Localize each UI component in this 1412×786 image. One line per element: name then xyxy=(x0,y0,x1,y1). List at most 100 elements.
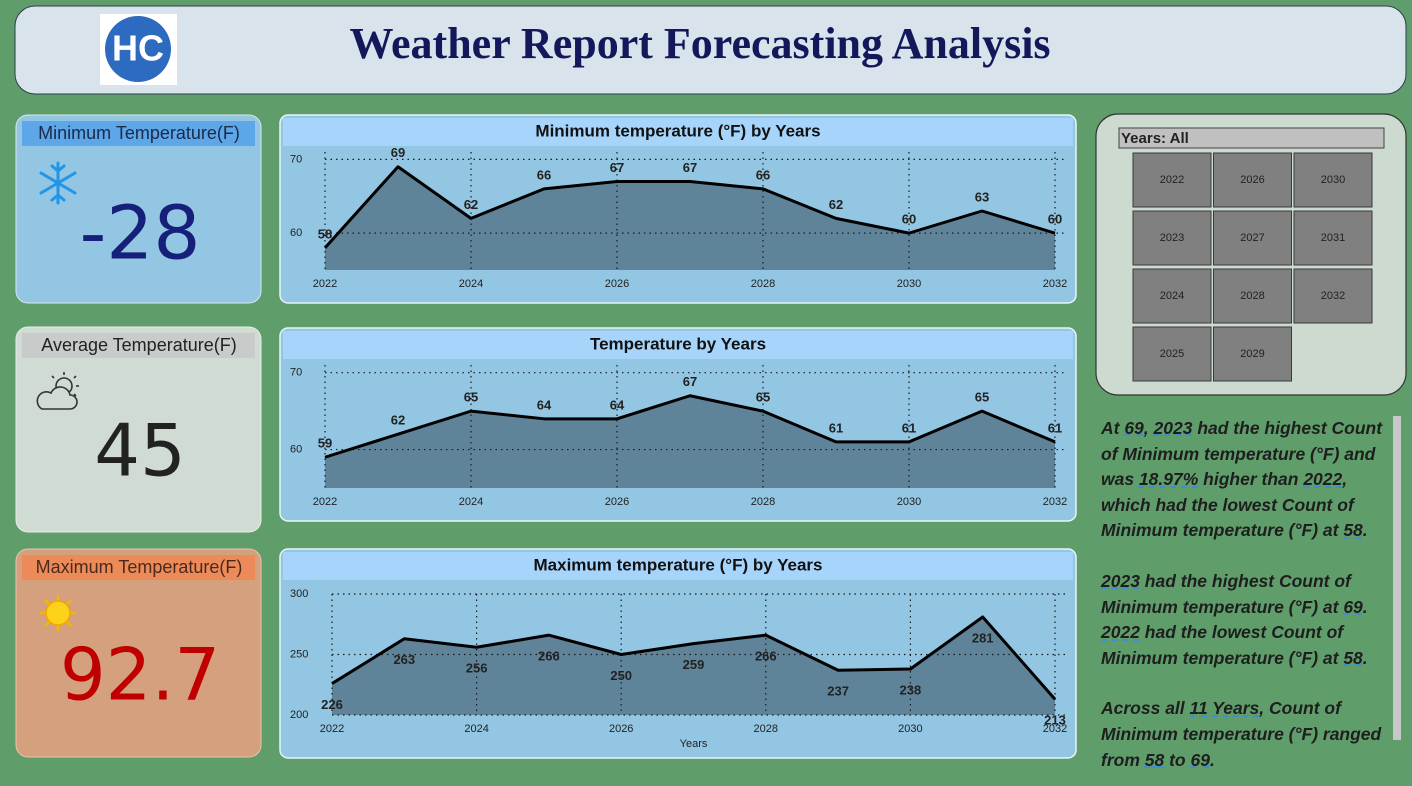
slicer-button[interactable] xyxy=(1293,268,1373,324)
x-tick-label: 2028 xyxy=(751,496,775,508)
sun-icon xyxy=(40,595,76,631)
x-tick-label: 2022 xyxy=(320,723,344,735)
data-label: 61 xyxy=(1048,420,1062,435)
x-tick-label: 2030 xyxy=(897,278,921,290)
slicer-button-label[interactable]: 2026 xyxy=(1240,174,1264,186)
kpi-label-bg xyxy=(22,555,255,580)
slicer-button[interactable] xyxy=(1293,210,1373,266)
kpi-label-bg xyxy=(22,121,255,146)
x-tick-label: 2024 xyxy=(459,496,483,508)
data-label: 62 xyxy=(464,197,478,212)
x-tick-label: 2030 xyxy=(898,723,922,735)
data-label: 61 xyxy=(902,420,916,435)
narrative-value: 58 xyxy=(1343,647,1363,668)
x-tick-label: 2026 xyxy=(609,723,633,735)
slicer-button-label[interactable]: 2031 xyxy=(1321,232,1345,244)
data-label: 238 xyxy=(900,682,922,697)
slicer-button-label[interactable]: 2027 xyxy=(1240,232,1264,244)
chart-title: Minimum temperature (°F) by Years xyxy=(535,121,820,140)
line xyxy=(331,615,1057,701)
slicer-button-label[interactable]: 2024 xyxy=(1160,290,1184,302)
data-label: 65 xyxy=(975,390,989,405)
snowflake-icon xyxy=(39,161,77,205)
area xyxy=(325,166,1055,270)
x-tick-label: 2032 xyxy=(1043,278,1067,290)
narrative-value: 69 xyxy=(1124,418,1144,438)
narrative-text: higher than xyxy=(1198,469,1304,490)
slicer-title[interactable]: Years: All xyxy=(1121,130,1189,147)
x-tick-label: 2022 xyxy=(313,278,337,290)
slicer-button[interactable] xyxy=(1132,152,1212,208)
x-tick-label: 2028 xyxy=(754,723,778,735)
data-label: 64 xyxy=(610,397,625,412)
slicer-button[interactable] xyxy=(1132,210,1212,266)
scrollbar[interactable] xyxy=(1393,416,1401,740)
narrative-text: At xyxy=(1101,418,1125,438)
data-label: 259 xyxy=(683,657,705,672)
narrative-paragraph: At 69, 2023 had the highest Count of Min… xyxy=(1101,416,1393,544)
x-tick-label: 2024 xyxy=(459,278,483,290)
slicer-button[interactable] xyxy=(1132,268,1212,324)
narrative-value: 18.97% xyxy=(1138,469,1199,490)
kpi-value: -28 xyxy=(80,191,201,277)
chart-title: Maximum temperature (°F) by Years xyxy=(534,555,823,574)
x-tick-label: 2030 xyxy=(897,496,921,508)
slicer-button[interactable] xyxy=(1213,210,1292,266)
x-tick-label: 2028 xyxy=(751,278,775,290)
data-label: 266 xyxy=(755,649,777,664)
slicer-button-label[interactable]: 2030 xyxy=(1321,174,1345,186)
data-label: 67 xyxy=(683,374,697,389)
kpi-card xyxy=(15,548,262,758)
slicer-header-bg xyxy=(1118,127,1385,149)
narrative-text: . xyxy=(1362,520,1368,541)
kpi-label: Maximum Temperature(F) xyxy=(36,557,243,577)
x-tick-label: 2032 xyxy=(1043,723,1067,735)
slicer-button-label[interactable]: 2028 xyxy=(1240,290,1264,302)
data-label: 65 xyxy=(464,390,478,405)
slicer-button[interactable] xyxy=(1132,326,1212,382)
slicer-button-label[interactable]: 2025 xyxy=(1160,348,1184,360)
chart-title-bar xyxy=(283,331,1073,359)
slicer-button-label[interactable]: 2023 xyxy=(1160,232,1184,244)
narrative-text: . xyxy=(1362,596,1368,617)
data-label: 66 xyxy=(756,167,770,182)
data-label: 58 xyxy=(318,226,332,241)
x-tick-label: 2024 xyxy=(464,723,488,735)
slicer-button[interactable] xyxy=(1213,152,1292,208)
slicer-button-label[interactable]: 2022 xyxy=(1160,174,1184,186)
data-label: 69 xyxy=(391,145,405,160)
data-label: 237 xyxy=(827,684,849,699)
chart-title-bar xyxy=(283,552,1073,580)
narrative-value: 11 xyxy=(1189,698,1208,719)
kpi-label: Average Temperature(F) xyxy=(41,335,236,355)
narrative-value: 2022 xyxy=(1303,469,1343,490)
chart-title: Temperature by Years xyxy=(590,334,766,353)
y-tick-label: 60 xyxy=(290,227,302,239)
data-label: 62 xyxy=(829,197,843,212)
data-label: 63 xyxy=(975,189,989,204)
y-tick-label: 60 xyxy=(290,443,302,455)
narrative-text: had the lowest Count of Minimum temperat… xyxy=(1101,622,1344,668)
data-label: 62 xyxy=(391,413,405,428)
chart-title-bar xyxy=(283,118,1073,146)
x-tick-label: 2022 xyxy=(313,496,337,508)
narrative-value: 58 xyxy=(1343,520,1363,541)
data-label: 61 xyxy=(829,420,843,435)
data-label: 67 xyxy=(683,160,697,175)
y-tick-label: 70 xyxy=(290,153,302,165)
slicer-button[interactable] xyxy=(1213,326,1292,382)
data-label: 213 xyxy=(1044,713,1066,728)
slicer-button[interactable] xyxy=(1293,152,1373,208)
narrative-value: 2023 xyxy=(1153,418,1193,438)
data-label: 64 xyxy=(537,397,552,412)
data-label: 256 xyxy=(466,661,488,676)
slicer-button-label[interactable]: 2029 xyxy=(1240,348,1264,360)
narrative-value: 58 xyxy=(1144,749,1165,770)
kpi-label: Minimum Temperature(F) xyxy=(38,123,240,143)
slicer-button-label[interactable]: 2032 xyxy=(1321,290,1345,302)
kpi-value: 92.7 xyxy=(60,633,220,717)
y-tick-label: 70 xyxy=(290,367,302,379)
slicer-button[interactable] xyxy=(1213,268,1292,324)
narrative-text: , which had the lowest Count of Minimum … xyxy=(1101,469,1354,541)
